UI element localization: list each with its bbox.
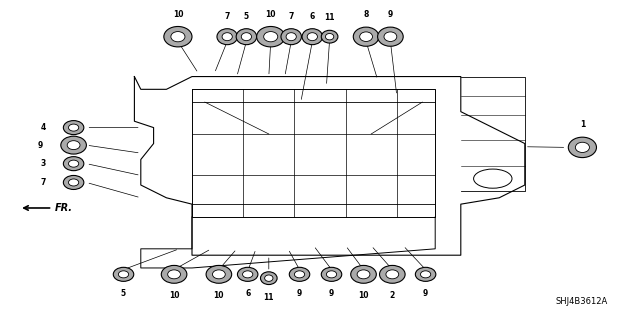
Ellipse shape — [384, 32, 397, 41]
Ellipse shape — [67, 141, 80, 150]
Text: 9: 9 — [38, 141, 43, 150]
Ellipse shape — [61, 136, 86, 154]
Ellipse shape — [164, 26, 192, 47]
Ellipse shape — [353, 27, 379, 46]
Ellipse shape — [241, 33, 252, 41]
Ellipse shape — [326, 271, 337, 278]
Text: 9: 9 — [329, 289, 334, 298]
Text: 9: 9 — [297, 289, 302, 298]
Ellipse shape — [378, 27, 403, 46]
Ellipse shape — [243, 271, 253, 278]
Ellipse shape — [321, 30, 338, 43]
Text: 9: 9 — [423, 289, 428, 298]
Ellipse shape — [212, 270, 225, 279]
Ellipse shape — [386, 270, 399, 279]
Text: 11: 11 — [264, 293, 274, 301]
Text: 11: 11 — [324, 13, 335, 22]
Ellipse shape — [286, 33, 296, 41]
Ellipse shape — [206, 265, 232, 283]
Ellipse shape — [168, 270, 180, 279]
Text: SHJ4B3612A: SHJ4B3612A — [556, 297, 608, 306]
Ellipse shape — [281, 29, 301, 45]
Ellipse shape — [68, 179, 79, 186]
Ellipse shape — [307, 33, 317, 41]
Ellipse shape — [118, 271, 129, 278]
Text: 8: 8 — [364, 10, 369, 19]
Ellipse shape — [257, 26, 285, 47]
Text: 5: 5 — [121, 289, 126, 298]
Ellipse shape — [63, 121, 84, 135]
Ellipse shape — [68, 160, 79, 167]
Text: 10: 10 — [214, 291, 224, 300]
Ellipse shape — [380, 265, 405, 283]
Ellipse shape — [321, 267, 342, 281]
Text: 2: 2 — [390, 291, 395, 300]
Ellipse shape — [171, 32, 185, 42]
Ellipse shape — [568, 137, 596, 158]
Text: 6: 6 — [310, 12, 315, 21]
Text: 10: 10 — [358, 291, 369, 300]
Text: 7: 7 — [289, 12, 294, 21]
Ellipse shape — [360, 32, 372, 41]
Ellipse shape — [236, 29, 257, 45]
Text: 10: 10 — [173, 10, 183, 19]
Text: 10: 10 — [169, 291, 179, 300]
Ellipse shape — [222, 33, 232, 41]
Ellipse shape — [302, 29, 323, 45]
Ellipse shape — [113, 267, 134, 281]
Ellipse shape — [161, 265, 187, 283]
Ellipse shape — [294, 271, 305, 278]
Ellipse shape — [575, 142, 589, 152]
Ellipse shape — [351, 265, 376, 283]
Ellipse shape — [289, 267, 310, 281]
Text: 4: 4 — [40, 123, 45, 132]
Text: 7: 7 — [225, 12, 230, 21]
Text: 6: 6 — [245, 289, 250, 298]
Text: 5: 5 — [244, 12, 249, 21]
Ellipse shape — [63, 157, 84, 171]
Ellipse shape — [265, 275, 273, 281]
Text: FR.: FR. — [55, 203, 73, 213]
Ellipse shape — [237, 267, 258, 281]
Ellipse shape — [68, 124, 79, 131]
Text: 7: 7 — [40, 178, 45, 187]
Ellipse shape — [260, 272, 277, 285]
Ellipse shape — [264, 32, 278, 42]
Text: 10: 10 — [266, 10, 276, 19]
Ellipse shape — [63, 175, 84, 189]
Ellipse shape — [415, 267, 436, 281]
Ellipse shape — [420, 271, 431, 278]
Ellipse shape — [326, 33, 334, 40]
Ellipse shape — [357, 270, 370, 279]
Text: 3: 3 — [40, 159, 45, 168]
Text: 1: 1 — [580, 120, 585, 129]
Ellipse shape — [217, 29, 237, 45]
Text: 9: 9 — [388, 10, 393, 19]
